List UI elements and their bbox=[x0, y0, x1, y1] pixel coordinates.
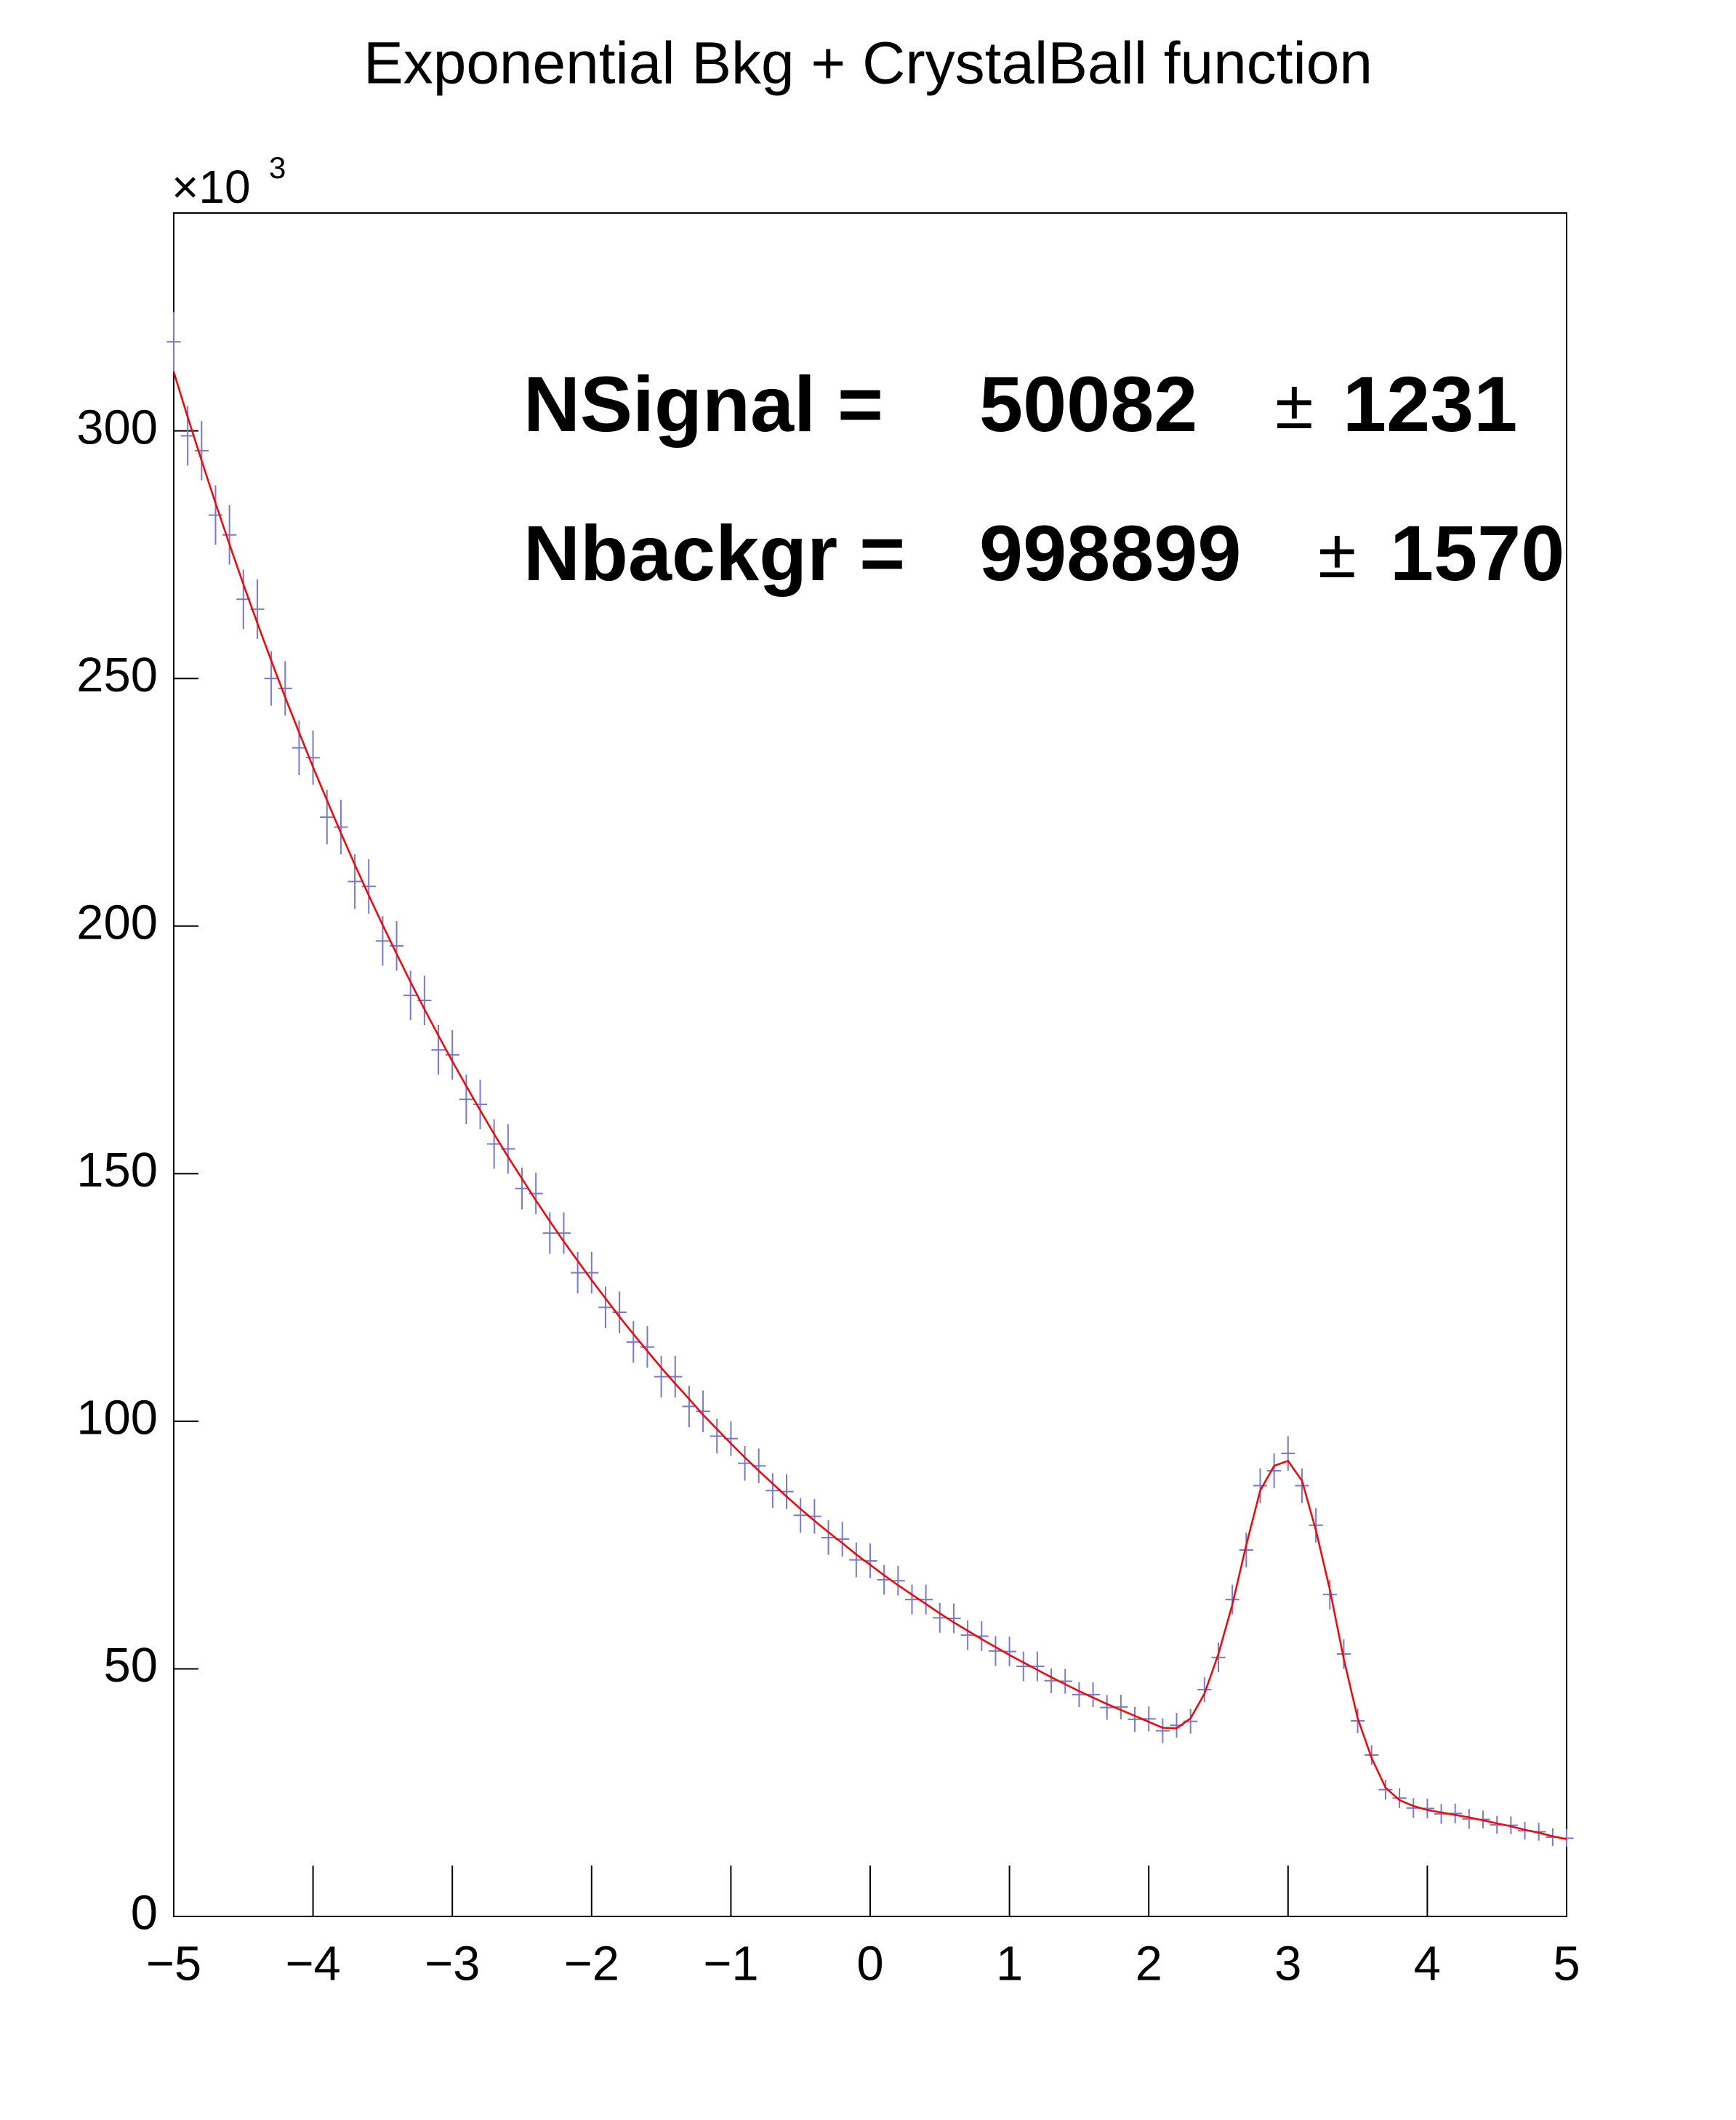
y-tick-label: 150 bbox=[76, 1143, 158, 1197]
error-bar bbox=[194, 421, 209, 481]
y-tick-label: 250 bbox=[76, 648, 158, 702]
error-bar bbox=[668, 1355, 683, 1398]
error-bar bbox=[1211, 1642, 1226, 1673]
error-bar bbox=[278, 661, 292, 716]
error-bar bbox=[1253, 1468, 1268, 1503]
x-tick-label: 3 bbox=[1274, 1937, 1301, 1991]
y-tick-label: 300 bbox=[76, 400, 158, 454]
error-bar bbox=[612, 1291, 627, 1333]
error-bar bbox=[1100, 1695, 1114, 1720]
error-bar bbox=[1044, 1668, 1058, 1693]
annotation-label: NSignal = bbox=[523, 360, 883, 448]
error-bar bbox=[166, 312, 181, 372]
y-tick-label: 50 bbox=[103, 1638, 158, 1693]
x-tick-label: 0 bbox=[856, 1937, 883, 1991]
error-bar bbox=[1016, 1651, 1031, 1682]
error-bar bbox=[556, 1212, 571, 1254]
error-bar bbox=[1295, 1468, 1309, 1503]
error-bar bbox=[765, 1473, 780, 1509]
error-bar bbox=[1128, 1706, 1142, 1732]
annotation-value: 998899 bbox=[979, 509, 1241, 597]
error-bar bbox=[1114, 1694, 1128, 1719]
error-bar bbox=[877, 1565, 891, 1595]
error-bar bbox=[849, 1542, 864, 1578]
annotation-error: 1570 bbox=[1390, 509, 1564, 597]
error-bar bbox=[1281, 1436, 1295, 1471]
error-bar bbox=[960, 1620, 975, 1650]
error-bar bbox=[904, 1584, 920, 1615]
error-bar bbox=[682, 1385, 696, 1428]
error-bar bbox=[654, 1355, 669, 1398]
error-bar bbox=[431, 1025, 446, 1075]
x-tick-label: 1 bbox=[996, 1937, 1023, 1991]
annotation-error: 1231 bbox=[1343, 360, 1517, 448]
error-bar bbox=[696, 1390, 710, 1432]
error-bar bbox=[891, 1565, 905, 1596]
x-tick-label: 4 bbox=[1414, 1937, 1441, 1991]
error-bar bbox=[222, 505, 237, 565]
x-tick-label: −2 bbox=[564, 1937, 619, 1991]
error-bar bbox=[1155, 1718, 1170, 1743]
error-bar bbox=[292, 720, 307, 776]
error-bar bbox=[1239, 1533, 1253, 1567]
x-tick-label: −5 bbox=[146, 1937, 201, 1991]
error-bar bbox=[487, 1119, 502, 1169]
error-bar bbox=[626, 1321, 640, 1363]
x-tick-label: −1 bbox=[703, 1937, 758, 1991]
error-bar bbox=[1336, 1639, 1351, 1669]
error-bar bbox=[793, 1498, 808, 1533]
error-bar bbox=[1267, 1453, 1282, 1488]
annotation-label: Nbackgr = bbox=[523, 509, 905, 597]
error-bar bbox=[1197, 1677, 1212, 1703]
x-tick-label: 5 bbox=[1553, 1937, 1580, 1991]
error-bar bbox=[1322, 1579, 1337, 1610]
error-bar bbox=[640, 1326, 655, 1368]
x-tick-label: 2 bbox=[1136, 1937, 1162, 1991]
error-bar bbox=[933, 1602, 947, 1633]
error-bar bbox=[821, 1520, 836, 1555]
y-multiplier: ×10 bbox=[172, 161, 251, 213]
error-bar bbox=[1378, 1780, 1393, 1800]
error-bar bbox=[1392, 1788, 1407, 1808]
x-tick-label: −4 bbox=[285, 1937, 340, 1991]
error-bar bbox=[1309, 1508, 1323, 1543]
error-bar bbox=[473, 1079, 488, 1130]
error-bar bbox=[1072, 1682, 1086, 1707]
chart-title: Exponential Bkg + CrystalBall function bbox=[363, 31, 1373, 97]
y-multiplier-power: 3 bbox=[269, 150, 286, 185]
annotation-pm: ± bbox=[1275, 366, 1314, 443]
error-bar bbox=[571, 1251, 585, 1294]
x-tick-label: −3 bbox=[425, 1937, 480, 1991]
y-tick-label: 100 bbox=[76, 1391, 158, 1445]
error-bar bbox=[988, 1636, 1003, 1666]
y-tick-label: 0 bbox=[131, 1886, 158, 1940]
error-bar bbox=[598, 1286, 613, 1328]
error-bar bbox=[1141, 1706, 1156, 1732]
error-bar bbox=[542, 1212, 557, 1254]
error-bar bbox=[1225, 1584, 1239, 1615]
error-bar bbox=[515, 1168, 529, 1210]
error-bar bbox=[403, 971, 418, 1021]
error-bar bbox=[710, 1418, 724, 1454]
error-bar bbox=[919, 1584, 933, 1615]
error-bar bbox=[737, 1445, 752, 1481]
annotation-pm: ± bbox=[1318, 515, 1357, 593]
error-bar bbox=[459, 1075, 473, 1125]
error-bar bbox=[1365, 1745, 1379, 1765]
fit-curve bbox=[172, 372, 1567, 1840]
error-bar bbox=[334, 800, 348, 855]
error-bar bbox=[445, 1029, 459, 1080]
annotation-value: 50082 bbox=[979, 360, 1197, 448]
y-tick-label: 200 bbox=[76, 895, 158, 949]
